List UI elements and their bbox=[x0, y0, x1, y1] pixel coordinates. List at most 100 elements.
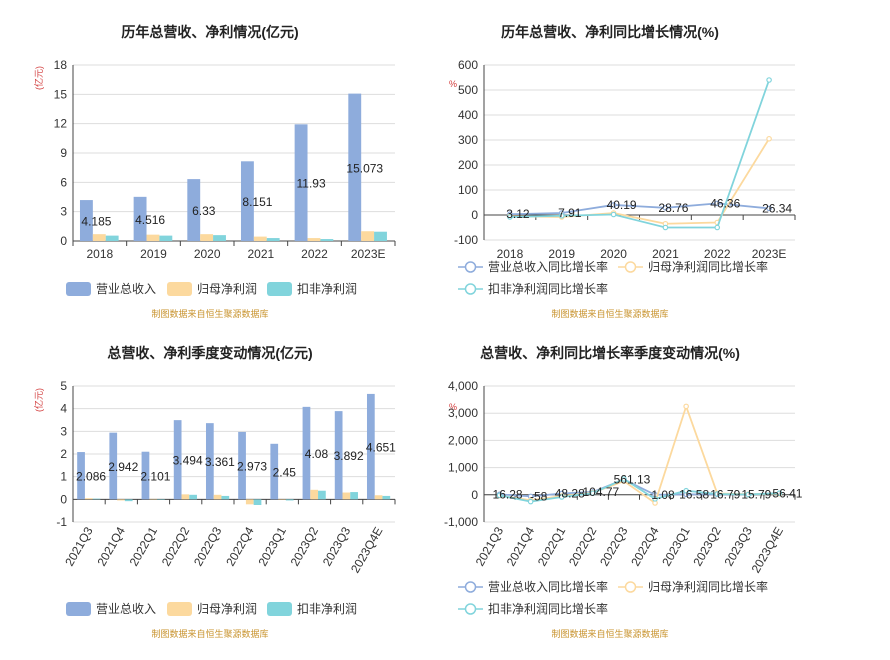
series-point-1 bbox=[662, 205, 669, 211]
x-tick-label: 2022Q3 bbox=[597, 524, 631, 568]
y-tick-label: -1 bbox=[56, 515, 67, 529]
bar-parent-profit bbox=[146, 234, 160, 241]
source-note: 制图数据来自恒生聚源数据库 bbox=[551, 308, 668, 319]
data-label: 40.19 bbox=[607, 198, 637, 212]
x-tick-label: 2023Q2 bbox=[690, 524, 724, 568]
y-tick-label: 0 bbox=[60, 492, 67, 506]
bar-parent-profit bbox=[278, 499, 286, 500]
legend-label: 扣非净利润同比增长率 bbox=[488, 281, 608, 296]
legend-label: 营业总收入同比增长率 bbox=[488, 579, 608, 594]
data-label: 2.973 bbox=[237, 460, 267, 474]
legend-marker bbox=[464, 581, 477, 593]
legend-marker bbox=[464, 603, 477, 615]
legend-marker bbox=[624, 261, 637, 273]
y-tick-label: 4,000 bbox=[448, 379, 478, 393]
series-point-3 bbox=[507, 214, 513, 220]
legend-label: 归母净利润 bbox=[197, 282, 257, 296]
series-point-3 bbox=[558, 212, 565, 219]
y-tick-label: 0 bbox=[471, 208, 478, 222]
bar-nonrecurring-profit bbox=[213, 235, 226, 241]
source-note: 制图数据来自恒生聚源数据库 bbox=[551, 628, 668, 639]
chart-2: 历年总营收、净利同比增长情况(%)% -100 0 100 200 300 400 500 60… bbox=[449, 24, 796, 319]
series-point-3 bbox=[766, 77, 772, 83]
bar-nonrecurring-profit bbox=[318, 490, 326, 500]
y-tick-label: 1,000 bbox=[448, 461, 478, 475]
series-point-3 bbox=[590, 490, 596, 496]
bar-parent-profit bbox=[92, 234, 106, 241]
legend-marker bbox=[624, 581, 637, 593]
x-tick-label: 2021Q4 bbox=[94, 524, 128, 568]
legend-label: 归母净利润同比增长率 bbox=[648, 259, 768, 274]
legend-label: 营业总收入 bbox=[96, 602, 156, 616]
bar-revenue bbox=[366, 393, 375, 500]
chart-4: 总营收、净利同比增长率季度变动情况(%)% -1,000 0 1,000 2,000 3,… bbox=[444, 345, 803, 639]
series-point-3 bbox=[652, 496, 658, 502]
bar-parent-profit bbox=[307, 238, 321, 241]
bar-parent-profit bbox=[342, 492, 351, 500]
data-label: 3.494 bbox=[173, 454, 203, 468]
legend-swatch bbox=[267, 282, 292, 296]
series-point-3 bbox=[776, 490, 783, 496]
chart-1: 历年总营收、净利情况(亿元) (亿元) 0 3 6 9 12 15 18 2018 2019 2020… bbox=[33, 24, 396, 319]
bar-revenue bbox=[109, 432, 118, 500]
x-tick-label: 2021Q3 bbox=[62, 524, 96, 568]
series-point-1 bbox=[766, 205, 772, 212]
bar-nonrecurring-profit bbox=[266, 238, 280, 241]
y-tick-label: 100 bbox=[458, 183, 478, 197]
y-tick-label: 15 bbox=[54, 87, 68, 101]
y-tick-label: 3,000 bbox=[448, 406, 478, 420]
x-tick-label: 2023E bbox=[351, 247, 386, 261]
data-label: 8.151 bbox=[242, 195, 272, 209]
x-tick-label: 2023Q1 bbox=[659, 524, 693, 568]
x-tick-label: 2022Q2 bbox=[566, 524, 600, 568]
data-label: 15.79 bbox=[741, 487, 771, 501]
data-label: 4.185 bbox=[81, 215, 111, 229]
x-tick-label: 2022Q1 bbox=[127, 524, 161, 568]
x-tick-label: 2018 bbox=[86, 247, 113, 261]
bar-parent-profit bbox=[361, 231, 375, 241]
series-line-3 bbox=[509, 79, 770, 229]
bar-nonrecurring-profit bbox=[285, 499, 294, 501]
data-label: -58 bbox=[530, 489, 548, 503]
x-tick-label: 2019 bbox=[548, 247, 575, 261]
data-label: 56.41 bbox=[772, 486, 802, 500]
bar-nonrecurring-profit bbox=[124, 499, 133, 502]
data-label: 3.892 bbox=[334, 449, 364, 463]
source-note: 制图数据来自恒生聚源数据库 bbox=[151, 628, 268, 639]
series-point-2 bbox=[766, 135, 772, 142]
y-tick-label: 1 bbox=[60, 470, 67, 484]
chart-title: 历年总营收、净利情况(亿元) bbox=[121, 24, 298, 40]
data-label: 1.08 bbox=[651, 488, 675, 502]
y-unit-label: (亿元) bbox=[33, 66, 44, 90]
legend-label: 归母净利润 bbox=[197, 602, 257, 616]
series-point-3 bbox=[745, 491, 752, 498]
bar-nonrecurring-profit bbox=[221, 495, 230, 500]
data-label: 4.08 bbox=[305, 447, 329, 461]
x-tick-label: 2021 bbox=[247, 247, 274, 261]
bar-parent-profit bbox=[149, 498, 158, 500]
bar-parent-profit bbox=[84, 498, 93, 500]
bar-parent-profit bbox=[117, 499, 125, 501]
legend-swatch bbox=[267, 602, 292, 616]
chart-title: 历年总营收、净利同比增长情况(%) bbox=[501, 24, 719, 40]
bar-nonrecurring-profit bbox=[189, 494, 197, 500]
y-tick-label: 3 bbox=[60, 205, 67, 219]
y-tick-label: 0 bbox=[60, 234, 67, 248]
y-unit-label: % bbox=[449, 402, 457, 412]
series-point-3 bbox=[558, 494, 565, 500]
data-label: 104.77 bbox=[582, 485, 619, 499]
chart-title: 总营收、净利季度变动情况(亿元) bbox=[107, 345, 312, 361]
bar-revenue bbox=[238, 431, 246, 500]
bar-nonrecurring-profit bbox=[157, 499, 165, 500]
bar-parent-profit bbox=[253, 236, 267, 241]
bar-revenue bbox=[187, 179, 201, 241]
y-tick-label: 0 bbox=[471, 488, 478, 502]
data-label: 16.58 bbox=[679, 487, 709, 501]
chart-3: 总营收、净利季度变动情况(亿元) (亿元) -1 0 1 2 3 4 5 2021Q32021Q4… bbox=[33, 345, 396, 639]
legend-label: 营业总收入同比增长率 bbox=[488, 259, 608, 274]
data-label: 3.12 bbox=[506, 207, 530, 221]
y-tick-label: -1,000 bbox=[444, 515, 478, 529]
x-tick-label: 2022Q4 bbox=[628, 524, 662, 568]
x-tick-label: 2023Q4E bbox=[348, 525, 385, 576]
